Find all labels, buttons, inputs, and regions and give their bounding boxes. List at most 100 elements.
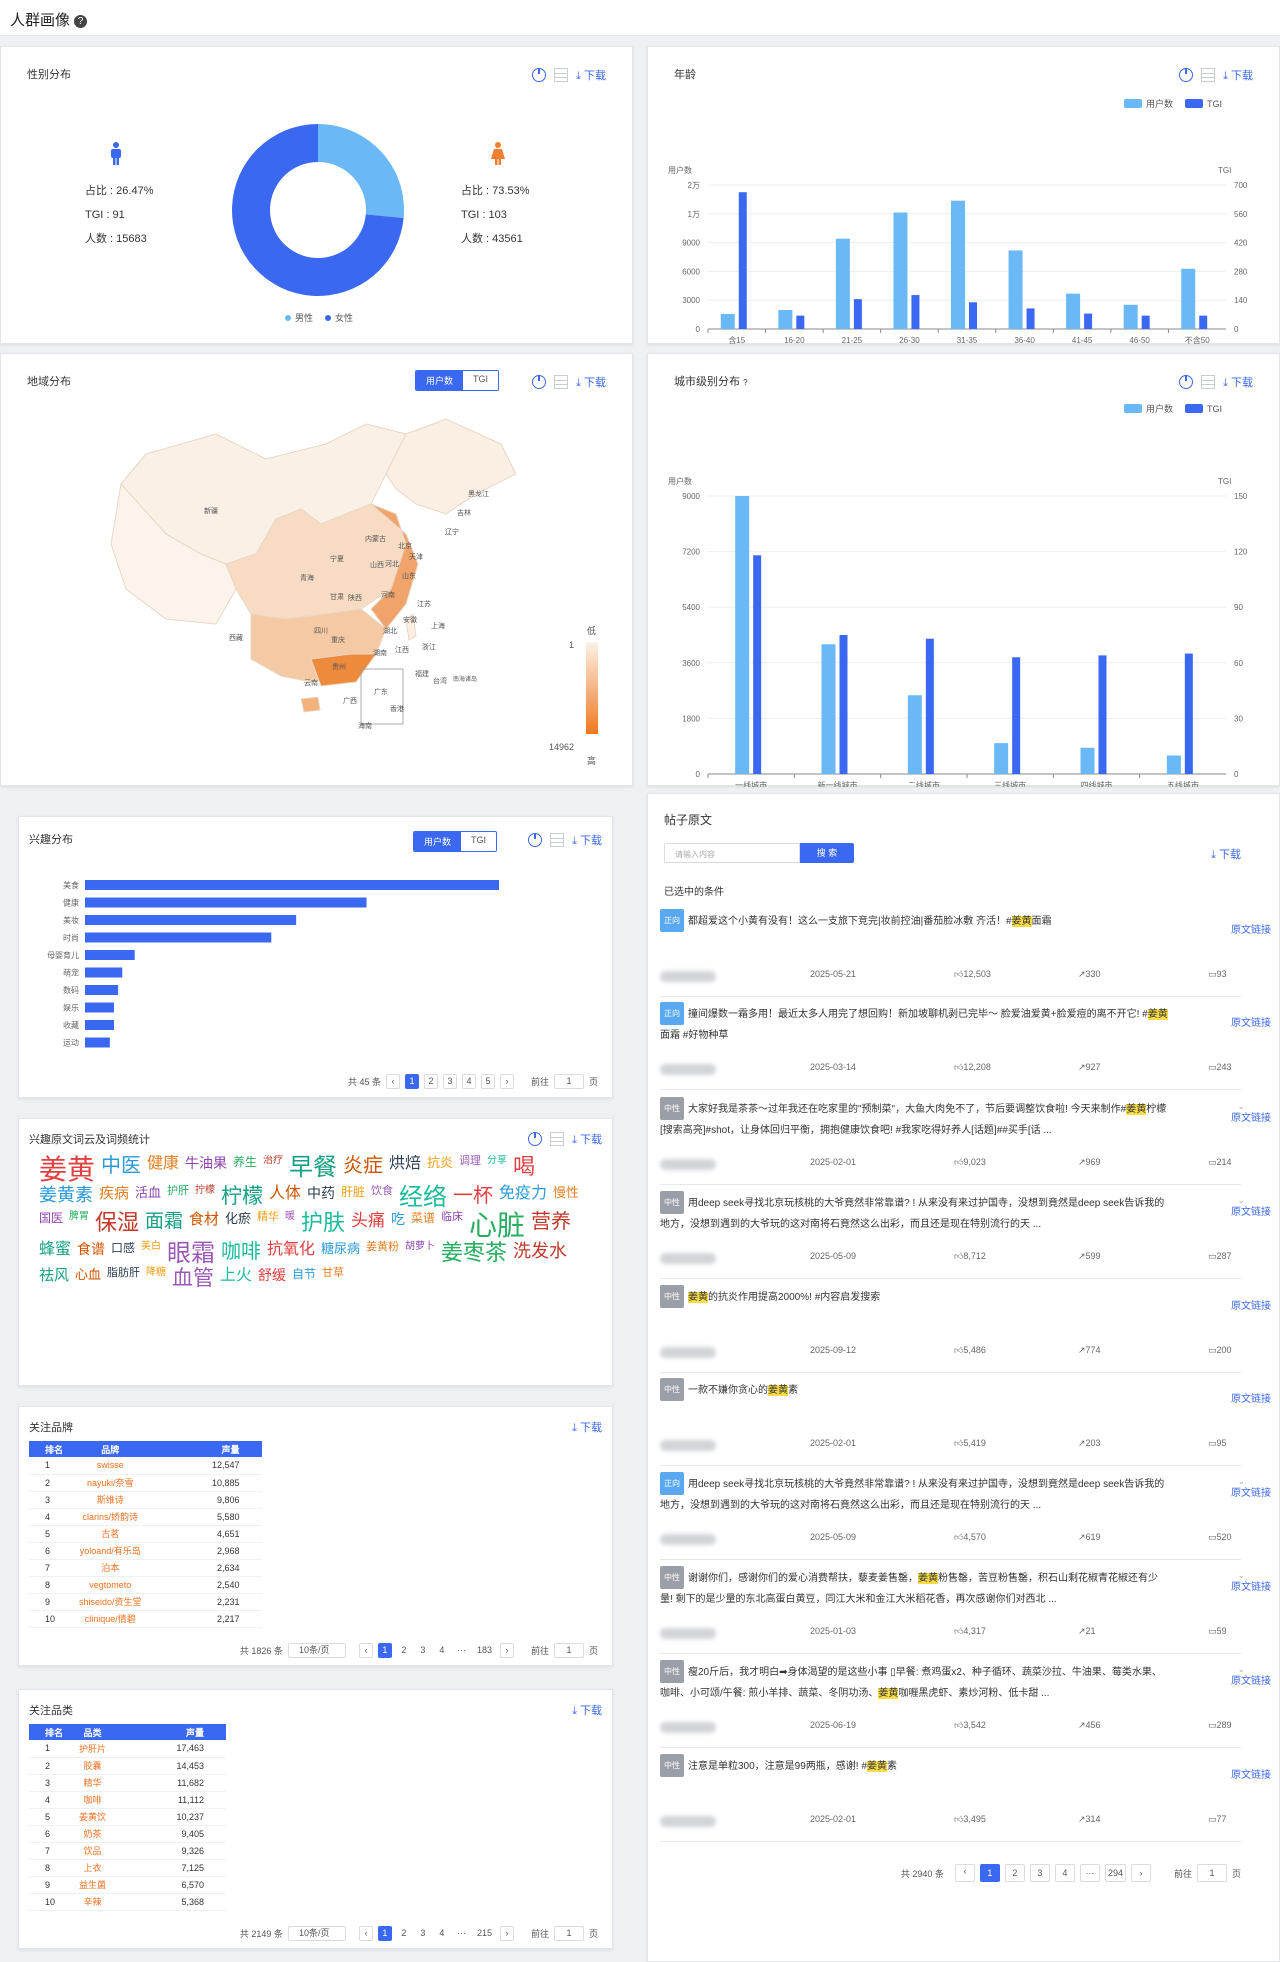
source-link[interactable]: 原文链接: [1231, 1207, 1271, 1218]
expand-chevron-icon[interactable]: ⌄: [1237, 1476, 1245, 1486]
province-label[interactable]: 云南: [304, 680, 318, 687]
word-cloud-word[interactable]: 吃: [391, 1211, 405, 1227]
page-3[interactable]: 3: [415, 1643, 430, 1658]
word-cloud-word[interactable]: 健康: [147, 1155, 180, 1172]
word-cloud-word[interactable]: 祛风: [39, 1267, 70, 1284]
bar-users[interactable]: [1008, 250, 1023, 329]
question-circle-icon[interactable]: ?: [743, 378, 748, 387]
word-cloud-word[interactable]: 咖啡: [221, 1241, 261, 1263]
bar-tgi[interactable]: [1184, 653, 1193, 774]
province-label[interactable]: 香港: [390, 706, 404, 713]
name-cell[interactable]: vegtometo: [79, 1576, 142, 1594]
province-label[interactable]: 天津: [409, 554, 423, 561]
expand-chevron-icon[interactable]: ⌄: [1237, 1664, 1245, 1674]
name-cell[interactable]: 精华: [79, 1774, 107, 1792]
pie-chart-icon[interactable]: [528, 833, 543, 847]
next-page[interactable]: ›: [499, 1643, 514, 1658]
table-icon[interactable]: [554, 68, 569, 82]
province-label[interactable]: 甘肃: [330, 594, 344, 601]
table-row[interactable]: 6 yoloand/有乐岛 2,968: [29, 1542, 262, 1560]
province-label[interactable]: 陕西: [348, 595, 362, 602]
name-cell[interactable]: 益生菌: [79, 1876, 107, 1894]
page-1[interactable]: 1: [979, 1864, 1000, 1882]
table-row[interactable]: 6 奶茶 9,405: [29, 1825, 227, 1843]
bar-users[interactable]: [835, 238, 850, 329]
table-row[interactable]: 9 shiseido/资生堂 2,231: [29, 1593, 262, 1611]
bar-tgi[interactable]: [796, 315, 805, 329]
word-cloud-word[interactable]: 血管: [172, 1267, 214, 1290]
source-link[interactable]: 原文链接: [1231, 1301, 1271, 1312]
page-4[interactable]: 4: [461, 1074, 476, 1089]
pie-chart-icon[interactable]: [528, 1132, 543, 1146]
page-1[interactable]: 1: [377, 1643, 392, 1658]
bar-users[interactable]: [735, 496, 750, 774]
province-label[interactable]: 宁夏: [330, 556, 344, 563]
word-cloud-word[interactable]: 营养: [531, 1211, 571, 1233]
table-row[interactable]: 7 饮品 9,326: [29, 1842, 227, 1860]
province-label[interactable]: 江西: [395, 647, 409, 654]
bar-users[interactable]: [720, 313, 735, 329]
expand-chevron-icon[interactable]: ⌄: [1237, 1195, 1245, 1205]
name-cell[interactable]: 饮品: [79, 1842, 107, 1860]
word-cloud-word[interactable]: 自节: [292, 1267, 317, 1281]
bar-users[interactable]: [1166, 755, 1181, 774]
province-label[interactable]: 浙江: [422, 644, 436, 651]
bar-users[interactable]: [1080, 747, 1095, 774]
question-circle-icon[interactable]: ?: [74, 15, 88, 28]
bar-tgi[interactable]: [1199, 315, 1208, 329]
toggle-tgi[interactable]: TGI: [463, 371, 499, 390]
word-cloud-word[interactable]: 中医: [101, 1155, 141, 1177]
table-row[interactable]: 9 益生菌 6,570: [29, 1876, 227, 1894]
word-cloud-word[interactable]: 慢性: [553, 1185, 580, 1200]
table-icon[interactable]: [550, 833, 565, 847]
col-volume[interactable]: 声量: [106, 1724, 227, 1740]
bar-users[interactable]: [994, 743, 1009, 774]
legend-users[interactable]: 用户数: [1123, 402, 1173, 415]
word-cloud-word[interactable]: 烘焙: [389, 1155, 422, 1172]
source-link[interactable]: 原文链接: [1231, 1488, 1271, 1499]
page-4[interactable]: 4: [1054, 1864, 1075, 1882]
name-cell[interactable]: 斯维诗: [79, 1491, 142, 1509]
bar-tgi[interactable]: [925, 638, 934, 774]
page-3[interactable]: 3: [442, 1074, 457, 1089]
province-label[interactable]: 重庆: [331, 637, 345, 644]
table-icon[interactable]: [1201, 375, 1216, 389]
source-link[interactable]: 原文链接: [1231, 1394, 1271, 1405]
page-2[interactable]: 2: [396, 1926, 411, 1941]
province-label[interactable]: 台湾: [433, 678, 447, 685]
bar-tgi[interactable]: [1026, 308, 1035, 329]
word-cloud-word[interactable]: 降糖: [146, 1267, 166, 1278]
page-2[interactable]: 2: [423, 1074, 438, 1089]
province-label[interactable]: 新疆: [204, 508, 218, 515]
prev-page[interactable]: ‹: [358, 1643, 373, 1658]
interest-bar[interactable]: [85, 950, 135, 960]
page-last[interactable]: 294: [1104, 1864, 1126, 1882]
word-cloud-word[interactable]: 舒缓: [258, 1267, 286, 1283]
table-row[interactable]: 10 clinique/倩碧 2,217: [29, 1610, 262, 1628]
bar-users[interactable]: [893, 212, 908, 329]
province-label[interactable]: 山东: [402, 573, 416, 580]
word-cloud-word[interactable]: 口感: [111, 1241, 136, 1255]
word-cloud-word[interactable]: 早餐: [289, 1155, 337, 1181]
name-cell[interactable]: 姜黄饮: [79, 1808, 107, 1826]
word-cloud-word[interactable]: 牛油果: [185, 1155, 227, 1171]
pie-chart-icon[interactable]: [532, 375, 547, 389]
bar-tgi[interactable]: [839, 635, 848, 774]
word-cloud-word[interactable]: 糖尿病: [321, 1241, 361, 1256]
word-cloud-word[interactable]: 眼霜: [167, 1240, 215, 1267]
word-cloud-word[interactable]: 姜黄素: [39, 1185, 93, 1205]
word-cloud-word[interactable]: 疾病: [99, 1185, 130, 1202]
word-cloud-word[interactable]: 姜枣茶: [441, 1240, 508, 1265]
word-cloud-word[interactable]: 暖: [285, 1211, 295, 1222]
bar-tgi[interactable]: [1141, 315, 1150, 329]
word-cloud-word[interactable]: 治疗: [263, 1155, 283, 1166]
word-cloud-word[interactable]: 上火: [220, 1267, 253, 1284]
province-label[interactable]: 吉林: [457, 510, 471, 517]
word-cloud-word[interactable]: 头痛: [351, 1211, 385, 1230]
province-label[interactable]: 青海: [300, 575, 314, 582]
province-label[interactable]: 江苏: [417, 601, 431, 608]
page-last[interactable]: 215: [473, 1926, 495, 1941]
expand-chevron-icon[interactable]: ⌄: [1237, 1570, 1245, 1580]
interest-bar[interactable]: [85, 1037, 110, 1048]
table-row[interactable]: 5 姜黄饮 10,237: [29, 1808, 227, 1826]
